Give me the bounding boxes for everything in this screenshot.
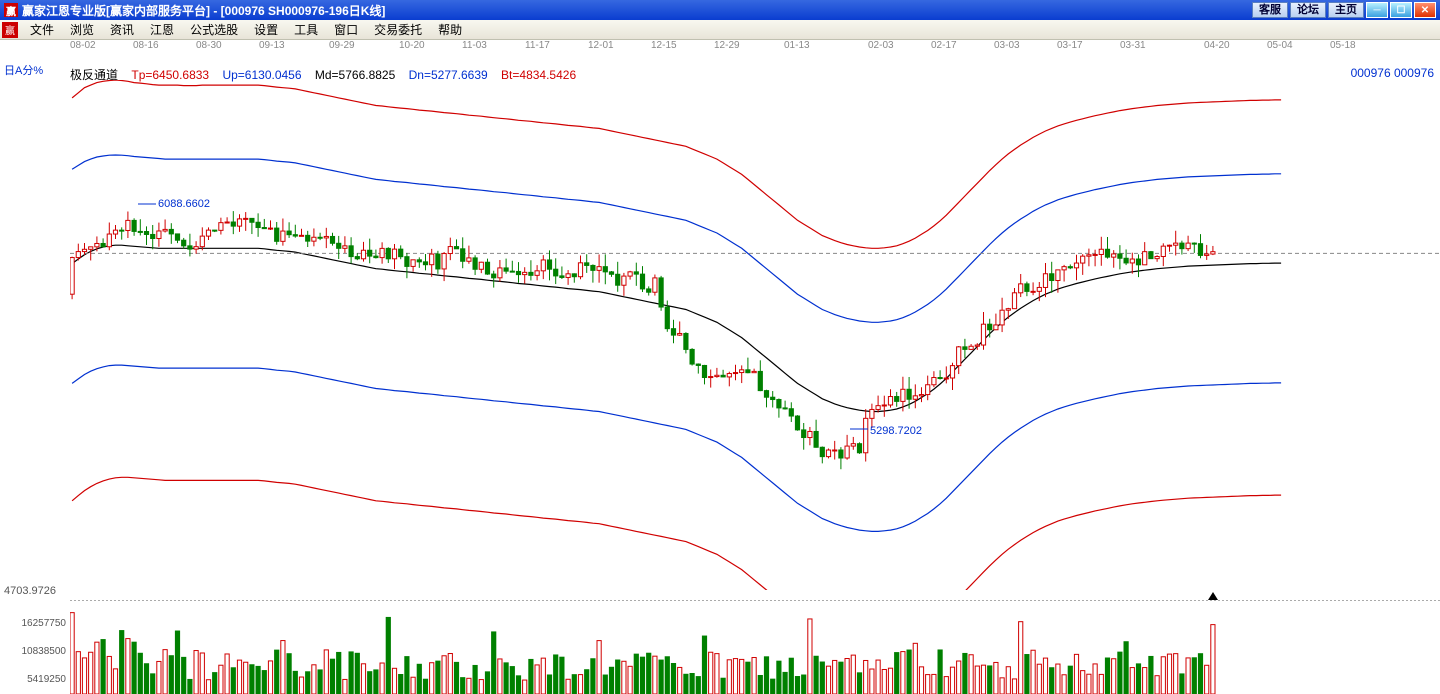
volume-chart[interactable] [70,600,1440,694]
date-tick: 12-29 [714,40,740,51]
price-axis-low: 4703.9726 [4,585,56,597]
close-button[interactable]: ✕ [1414,2,1436,18]
chart-area[interactable]: 日A分% 4703.9726 08-02 08-16 08-30 09-13 09-29… [0,40,1440,694]
annotation-high: 6088.6602 [158,198,210,210]
date-axis: 08-02 08-16 08-30 09-13 09-29 10-20 11-03 11-17… [70,40,1440,54]
current-marker-icon [1208,592,1218,600]
menu-browse[interactable]: 浏览 [62,19,102,40]
menu-app-icon: 赢 [2,22,18,38]
zhuye-button[interactable]: 主页 [1328,2,1364,18]
date-tick: 01-13 [784,40,810,51]
left-gutter: 日A分% 4703.9726 [0,40,70,694]
volume-tick: 10838500 [22,646,67,657]
date-tick: 09-13 [259,40,285,51]
menu-news[interactable]: 资讯 [102,19,142,40]
minimize-button[interactable]: ─ [1366,2,1388,18]
date-tick: 08-02 [70,40,96,51]
menu-formula[interactable]: 公式选股 [182,19,246,40]
menu-tools[interactable]: 工具 [286,19,326,40]
date-tick: 02-03 [868,40,894,51]
date-tick: 02-17 [931,40,957,51]
date-tick: 09-29 [329,40,355,51]
date-tick: 11-03 [462,40,487,51]
date-tick: 03-03 [994,40,1020,51]
menu-gann[interactable]: 江恩 [142,19,182,40]
menu-help[interactable]: 帮助 [430,19,470,40]
volume-tick: 16257750 [22,618,67,629]
date-tick: 11-17 [525,40,550,51]
date-tick: 03-31 [1120,40,1146,51]
date-tick: 10-20 [399,40,425,51]
date-tick: 05-18 [1330,40,1356,51]
price-chart[interactable] [70,80,1440,590]
title-bar: 赢 赢家江恩专业版[赢家内部服务平台] - [000976 SH000976-1… [0,0,1440,20]
luntan-button[interactable]: 论坛 [1290,2,1326,18]
menu-bar: 赢 文件 浏览 资讯 江恩 公式选股 设置 工具 窗口 交易委托 帮助 [0,20,1440,40]
maximize-button[interactable]: ☐ [1390,2,1412,18]
date-tick: 12-01 [588,40,614,51]
volume-axis: 16257750 10838500 5419250 [0,600,70,694]
window-title: 赢家江恩专业版[赢家内部服务平台] - [000976 SH000976-196… [22,2,1252,19]
volume-tick: 5419250 [27,674,66,685]
menu-trade[interactable]: 交易委托 [366,19,430,40]
kefu-button[interactable]: 客服 [1252,2,1288,18]
stock-code-right: 000976 000976 [1351,66,1434,80]
date-tick: 03-17 [1057,40,1083,51]
date-tick: 08-16 [133,40,159,51]
date-tick: 05-04 [1267,40,1293,51]
app-icon: 赢 [4,3,18,17]
menu-file[interactable]: 文件 [22,19,62,40]
annotation-low: 5298.7202 [870,425,922,437]
date-tick: 12-15 [651,40,677,51]
menu-settings[interactable]: 设置 [246,19,286,40]
date-tick: 04-20 [1204,40,1230,51]
menu-window[interactable]: 窗口 [326,19,366,40]
date-tick: 08-30 [196,40,222,51]
left-indicator-label: 日A分% [4,62,43,78]
